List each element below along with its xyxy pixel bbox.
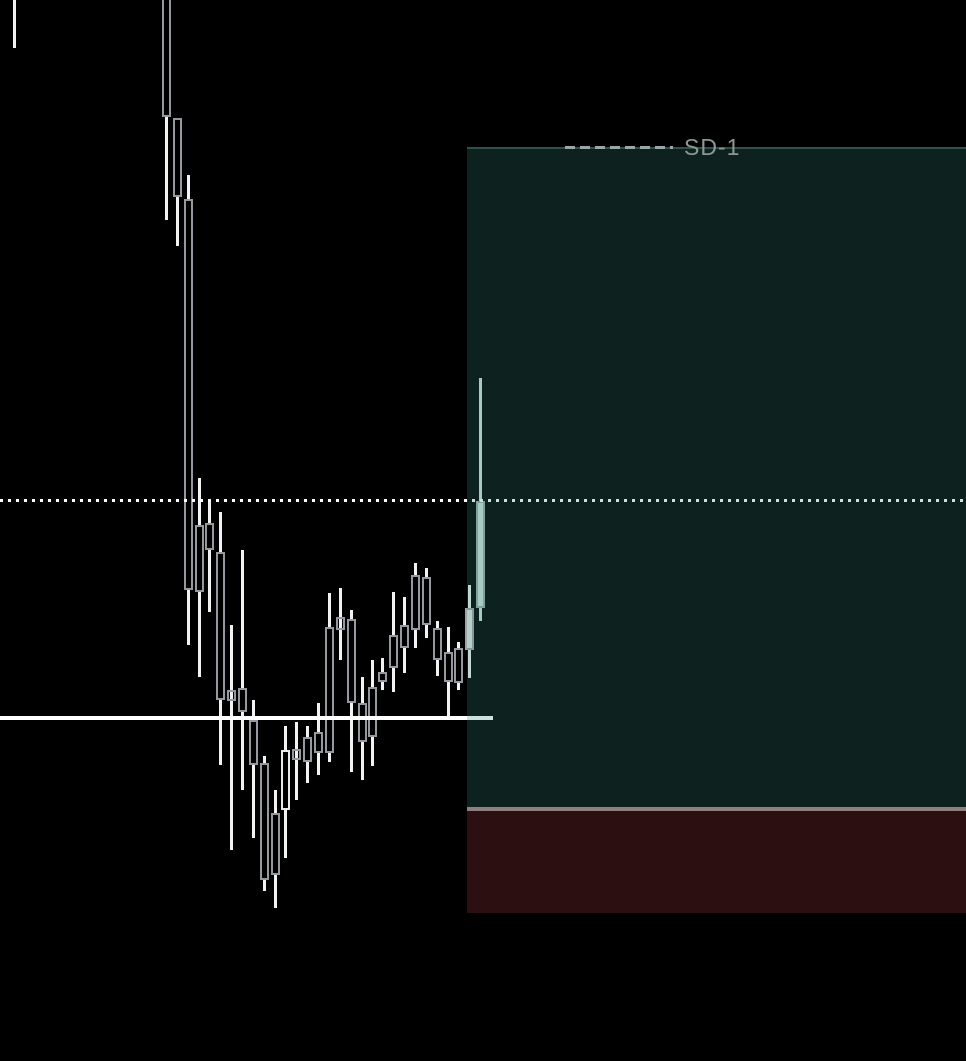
candle-body xyxy=(410,575,420,630)
candle-body xyxy=(367,687,377,737)
candle-body xyxy=(194,525,204,592)
sd1-label[interactable]: SD-1 xyxy=(684,134,741,160)
candle-body xyxy=(443,652,453,682)
stop-zone-box[interactable] xyxy=(467,811,966,913)
candle-wick xyxy=(13,0,16,48)
entry-price-line[interactable] xyxy=(0,716,493,720)
candle-body xyxy=(346,619,356,703)
candle-body xyxy=(453,648,463,683)
candle-body xyxy=(183,199,193,590)
candle-body xyxy=(226,690,236,701)
candle-body xyxy=(204,523,214,550)
candle-body xyxy=(248,720,258,765)
candle-body xyxy=(291,749,301,760)
candle-body xyxy=(161,0,171,117)
candle-body xyxy=(432,628,442,660)
zone-divider-line[interactable] xyxy=(467,807,966,811)
candle-body xyxy=(357,703,367,742)
candle-body xyxy=(280,750,290,810)
candle-wick xyxy=(338,588,342,660)
candle-wick xyxy=(207,502,211,612)
candle-body xyxy=(237,688,247,712)
candle-body xyxy=(464,608,474,650)
candle-wick xyxy=(229,625,233,850)
candle-body xyxy=(421,577,431,625)
candle-body xyxy=(313,732,323,753)
candle-wick xyxy=(251,700,255,838)
candle-body xyxy=(335,617,345,630)
candle-wick xyxy=(240,550,244,790)
supply-zone-box[interactable] xyxy=(467,147,966,807)
candle-body xyxy=(377,672,387,682)
candle-body xyxy=(172,118,182,197)
candle-body xyxy=(399,625,409,648)
candle-body xyxy=(302,737,312,762)
candle-body xyxy=(324,627,334,753)
candle-body xyxy=(259,763,269,880)
candle-body xyxy=(270,813,280,875)
candle-body xyxy=(388,635,398,668)
candle-wick xyxy=(294,722,298,800)
candle-body xyxy=(475,501,485,608)
dotted-price-line[interactable] xyxy=(0,499,966,502)
sd1-dashed-line[interactable] xyxy=(565,146,673,149)
candle-body xyxy=(215,552,225,700)
